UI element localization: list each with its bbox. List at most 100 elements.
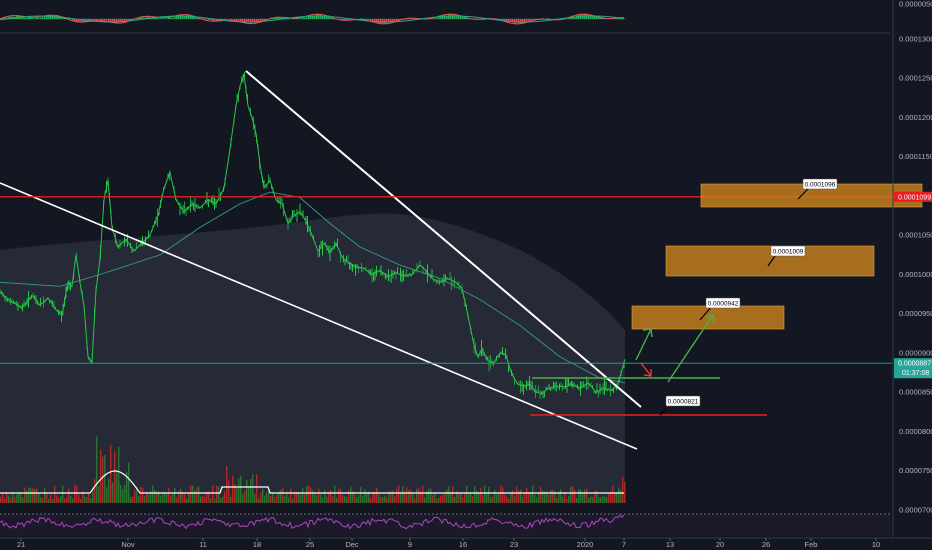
volume-bar — [258, 498, 260, 503]
up-arrow-1 — [635, 328, 652, 361]
oscillator-bar — [238, 19, 240, 22]
oscillator-bar — [508, 19, 510, 22]
volume-bar — [76, 485, 78, 503]
oscillator-bar — [96, 19, 98, 21]
volume-bar — [6, 492, 8, 503]
volume-bar — [378, 494, 380, 503]
volume-bar — [338, 488, 340, 503]
volume-bar — [190, 485, 192, 503]
volume-bar — [374, 493, 376, 503]
oscillator-bar — [122, 19, 124, 23]
oscillator-bar — [118, 19, 120, 22]
lower-wedge-trendline[interactable] — [0, 182, 638, 450]
oscillator-bar — [260, 19, 262, 23]
volume-bar — [176, 497, 178, 503]
volume-bar — [240, 475, 242, 503]
volume-bar — [28, 487, 30, 503]
oscillator-bar — [8, 17, 10, 19]
volume-bar — [342, 495, 344, 503]
volume-bar — [502, 487, 504, 503]
volume-bar — [414, 498, 416, 503]
oscillator-bar — [546, 18, 548, 19]
oscillator-bar — [242, 19, 244, 23]
countdown-timer-label: 01:37:08 — [902, 370, 929, 377]
time-tick-label: 21 — [17, 540, 25, 549]
callout-target-1[interactable]: 0.0000942 — [699, 297, 741, 321]
oscillator-bar — [530, 19, 532, 22]
volume-bar — [292, 498, 294, 503]
volume-bar — [234, 484, 236, 503]
target-box-2[interactable] — [665, 245, 875, 277]
time-tick-label: 23 — [510, 540, 518, 549]
volume-bar — [500, 485, 502, 503]
callout-support[interactable]: 0.0000821 — [659, 395, 701, 416]
oscillator-bar — [390, 19, 392, 23]
oscillator-bar — [120, 19, 122, 22]
volume-bar — [416, 489, 418, 503]
oscillator-bar — [170, 17, 172, 19]
volume-bar — [512, 490, 514, 503]
volume-bar — [400, 491, 402, 503]
oscillator-bar — [332, 18, 334, 19]
oscillator-bar — [454, 14, 456, 19]
oscillator-bar — [156, 17, 158, 19]
time-tick-label: 18 — [253, 540, 261, 549]
time-tick-label: Dec — [345, 540, 359, 549]
oscillator-bar — [144, 17, 146, 19]
volume-bar — [440, 495, 442, 503]
volume-bar — [470, 492, 472, 503]
volume-bar — [188, 493, 190, 503]
time-tick-label: Nov — [121, 540, 135, 549]
oscillator-bar — [378, 19, 380, 24]
price-tick-label: 0.0001200 — [899, 113, 932, 122]
callout-target-2[interactable]: 0.0001009 — [767, 245, 806, 267]
oscillator-bar — [254, 19, 256, 24]
volume-bar — [180, 488, 182, 503]
volume-bar — [408, 490, 410, 503]
callout-target-2-label: 0.0001009 — [773, 249, 804, 256]
oscillator-bar — [50, 15, 52, 19]
oscillator-bar — [48, 15, 50, 19]
volume-bar — [48, 498, 50, 503]
oscillator-bar — [26, 18, 28, 19]
volume-bar — [482, 495, 484, 503]
oscillator-bar — [328, 15, 330, 19]
volume-bar — [344, 495, 346, 503]
volume-bar — [380, 497, 382, 503]
volume-bar — [36, 488, 38, 503]
volume-bar — [272, 493, 274, 503]
callout-target-3[interactable]: 0.0001096 — [797, 178, 838, 200]
volume-bar — [474, 486, 476, 503]
volume-bar — [476, 490, 478, 503]
volume-bar — [260, 492, 262, 503]
oscillator-bar — [280, 17, 282, 19]
volume-bar — [82, 491, 84, 503]
volume-bar — [112, 482, 114, 503]
price-axis-ticks: 0.0000050 0.0001300 0.0001250 0.0001200 0.00… — [899, 0, 932, 515]
oscillator-bar — [300, 18, 302, 19]
volume-bar — [582, 494, 584, 503]
volume-bar — [350, 486, 352, 503]
price-tick-label: 0.0000900 — [899, 349, 932, 358]
volume-bar — [88, 494, 90, 503]
volume-bar — [216, 485, 218, 503]
volume-bar — [238, 478, 240, 503]
volume-bar — [494, 489, 496, 503]
volume-bar — [92, 487, 94, 503]
oscillator-bar — [68, 18, 70, 19]
volume-bar — [320, 494, 322, 503]
price-axis[interactable]: 0.0000050 0.0001300 0.0001250 0.0001200 0.00… — [892, 0, 932, 538]
upper-wedge-trendline[interactable] — [245, 70, 642, 408]
volume-bar — [574, 490, 576, 503]
volume-bar — [448, 486, 450, 503]
oscillator-bar — [76, 19, 78, 22]
oscillator-bar — [46, 16, 48, 19]
volume-bar — [222, 496, 224, 503]
time-axis[interactable]: 21 Nov 11 18 25 Dec 9 16 23 2020 7 13 20 26 Feb 10 — [0, 537, 932, 549]
volume-bar — [530, 492, 532, 503]
oscillator-bar — [206, 19, 208, 20]
oscillator-bar — [312, 15, 314, 19]
target-box-1[interactable] — [631, 305, 785, 330]
volume-bar — [286, 491, 288, 503]
